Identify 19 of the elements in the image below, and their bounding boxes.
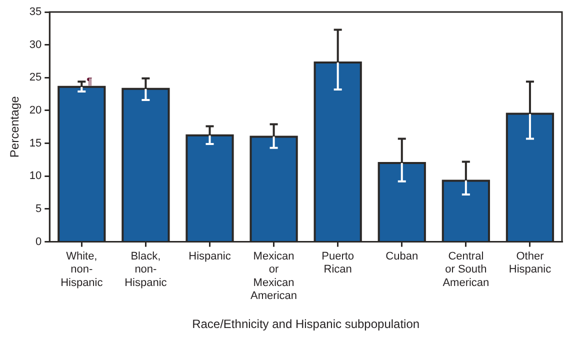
y-tick-label: 25 — [29, 72, 42, 84]
x-tick-label: Cuban — [386, 250, 418, 262]
x-tick-label: White, non-Hispanic — [60, 250, 104, 289]
y-tick-label: 0 — [36, 236, 42, 248]
y-tick-label: 35 — [29, 6, 42, 18]
x-tick-label: Central or South American — [442, 250, 490, 289]
x-tick-label: Puerto Rican — [322, 250, 354, 276]
x-tick-label: Hispanic — [188, 250, 232, 262]
y-tick-label: 5 — [36, 203, 42, 216]
annotation: ¶ — [86, 76, 93, 88]
y-tick-label: 10 — [29, 170, 42, 182]
x-axis-title: Race/Ethnicity and Hispanic subpopulation — [192, 317, 420, 332]
x-tick-label: Other Hispanic — [508, 250, 552, 276]
x-tick-label: Mexican or Mexican American — [250, 250, 298, 302]
x-tick-label: Black, non-Hispanic — [124, 250, 168, 289]
y-axis-title: Percentage — [8, 96, 22, 158]
y-tick-label: 30 — [29, 38, 42, 51]
y-tick-label: 20 — [29, 104, 42, 117]
y-tick-label: 15 — [29, 137, 42, 150]
